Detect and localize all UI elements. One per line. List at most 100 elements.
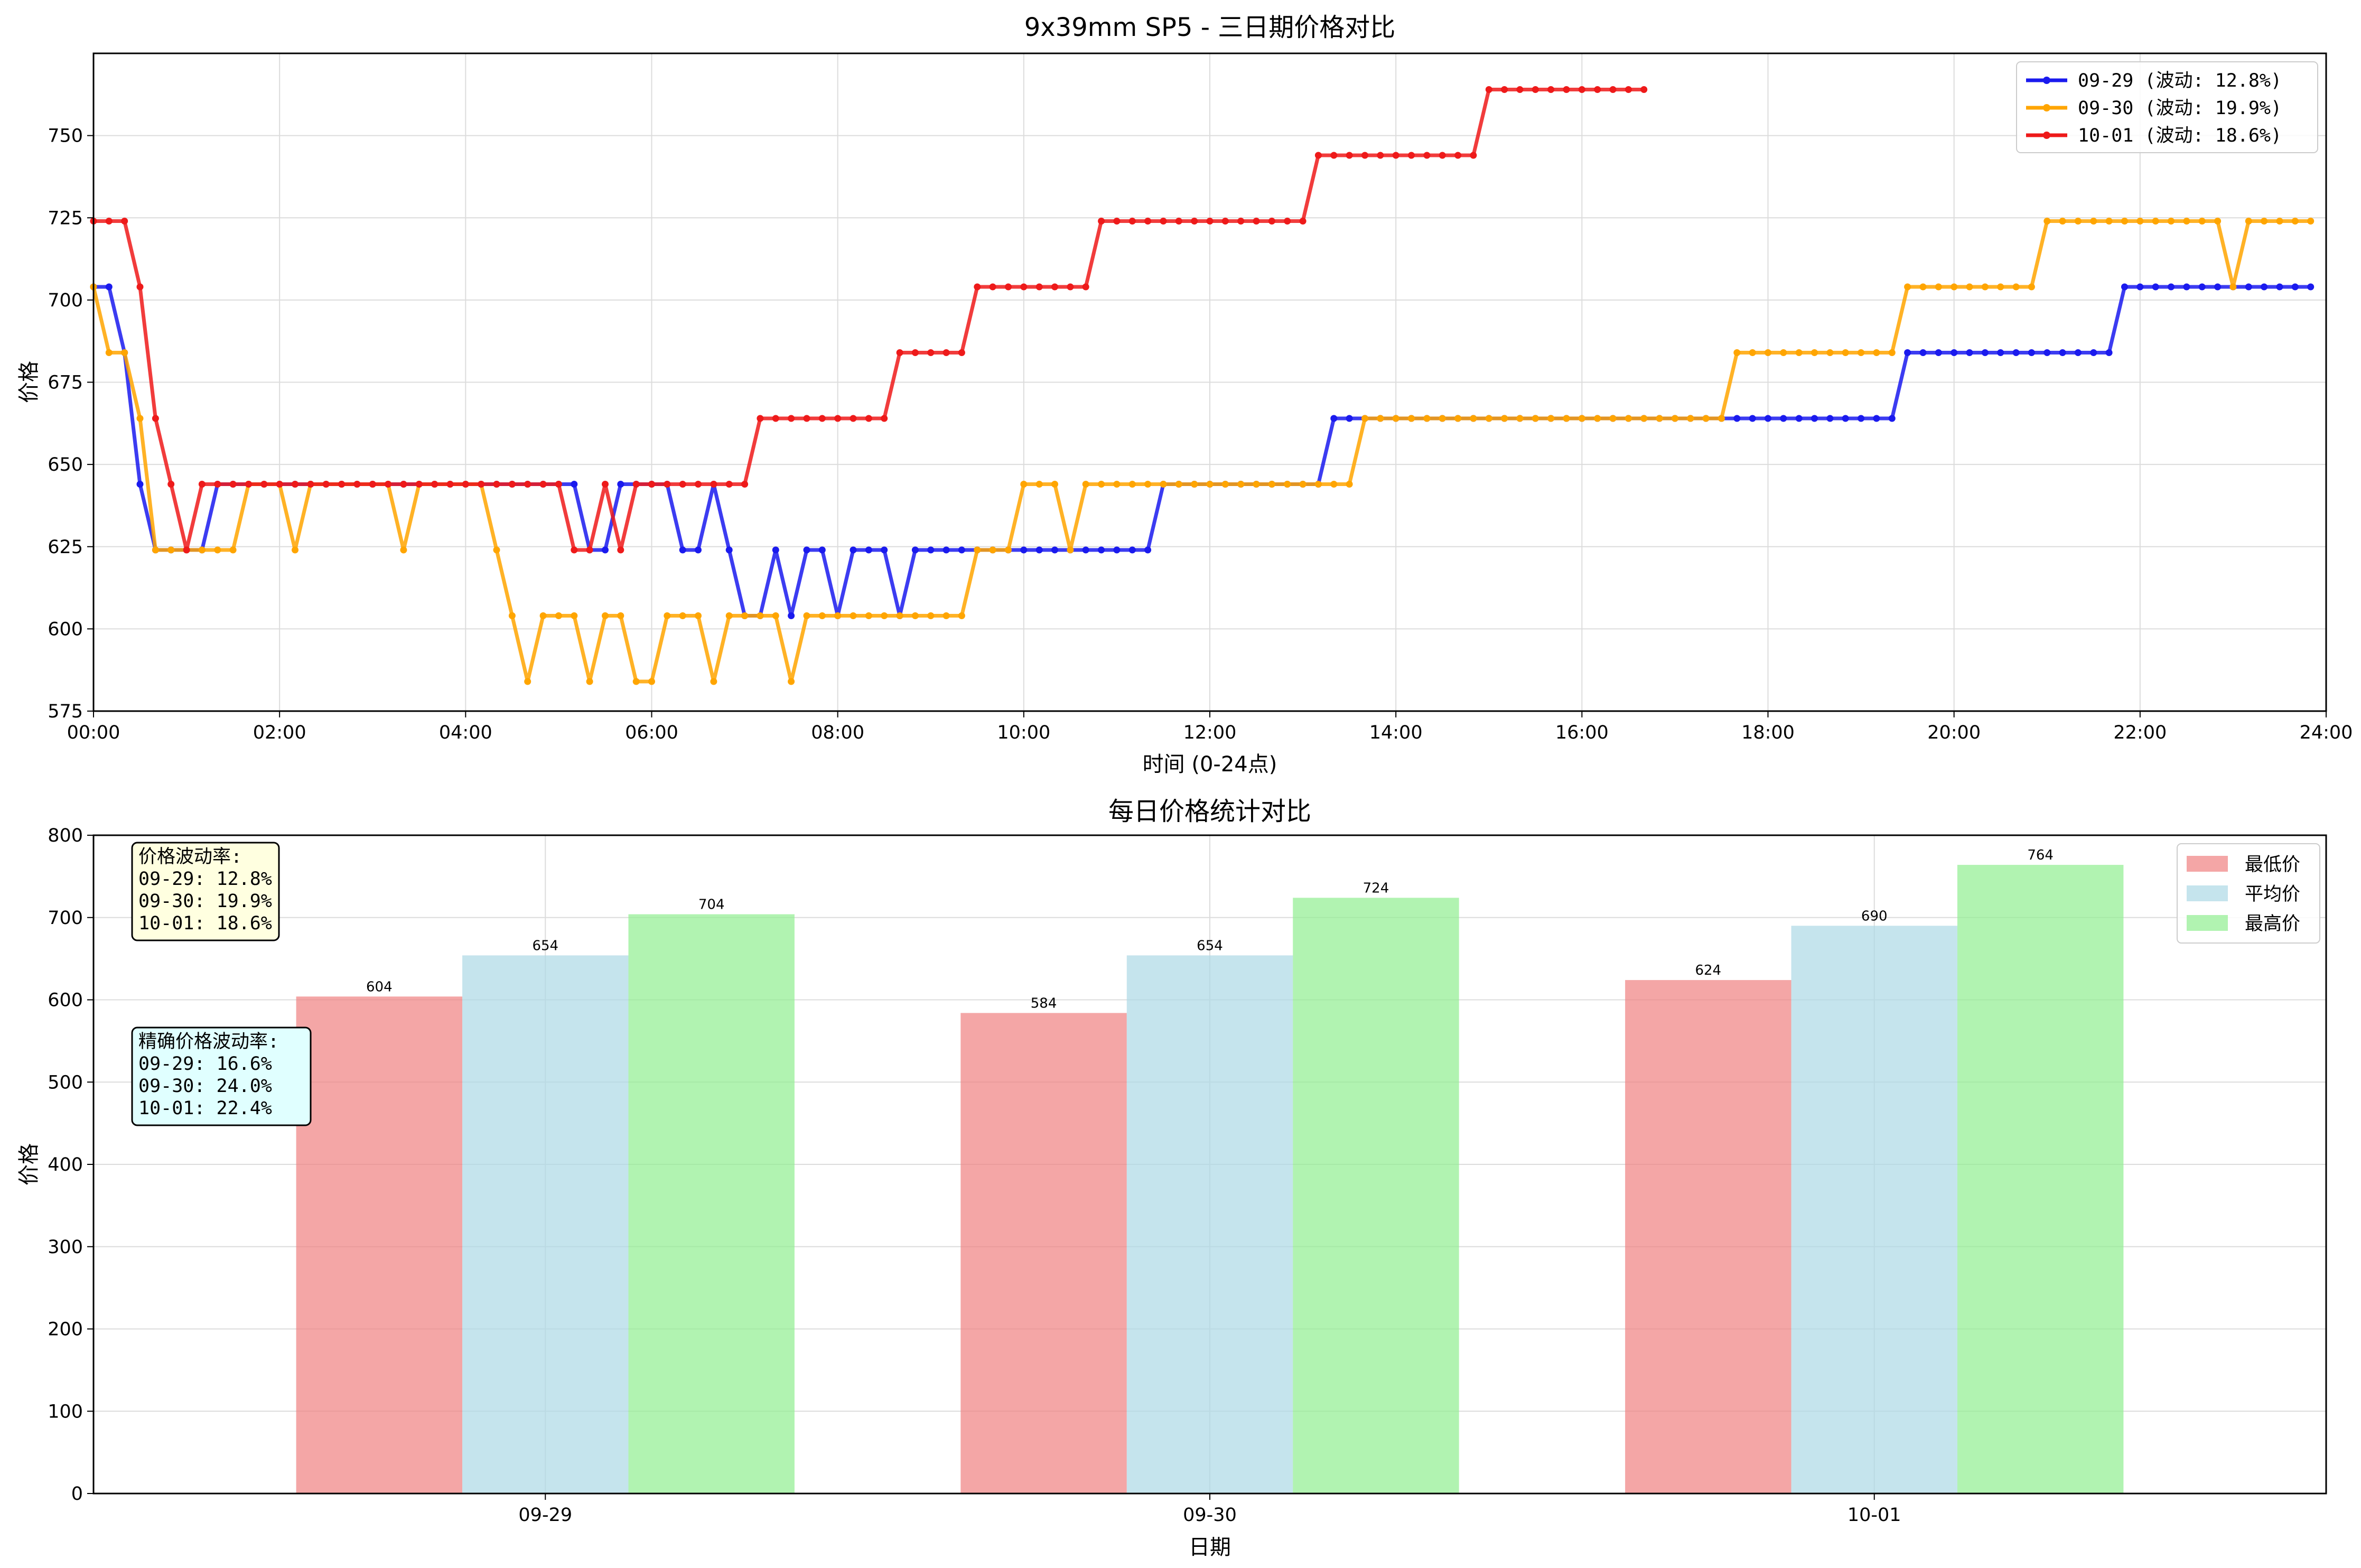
line-point	[1858, 415, 1865, 422]
line-point	[1439, 152, 1446, 159]
line-point	[2214, 218, 2222, 225]
line-chart-x-tick-label: 10:00	[997, 722, 1050, 743]
line-point	[1594, 86, 1601, 93]
line-point	[710, 678, 717, 685]
line-point	[1718, 415, 1725, 422]
line-point	[2152, 218, 2159, 225]
line-point	[803, 546, 810, 554]
bar-chart-y-tick-label: 800	[48, 825, 83, 846]
line-point	[725, 612, 733, 619]
line-chart-y-tick-label: 750	[48, 126, 83, 147]
line-chart-y-tick-label: 575	[48, 701, 83, 722]
line-point	[942, 546, 950, 554]
line-point	[1082, 546, 1089, 554]
line-point	[1904, 283, 1911, 291]
line-point	[2198, 218, 2206, 225]
line-chart-y-tick-label: 725	[48, 208, 83, 229]
line-point	[1780, 415, 1787, 422]
line-point	[1454, 152, 1462, 159]
bar-chart-y-tick-label: 600	[48, 990, 83, 1011]
legend-entry-label: 10-01 (波动: 18.6%)	[2078, 125, 2282, 146]
bar-chart-x-tick-label: 10-01	[1847, 1505, 1901, 1526]
line-point	[818, 612, 826, 619]
line-point	[1935, 283, 1942, 291]
bar-chart-y-tick-label: 400	[48, 1154, 83, 1175]
line-point	[2291, 283, 2299, 291]
line-point	[1765, 349, 1771, 356]
annotation-box-0: 价格波动率:09-29: 12.8%09-30: 19.9%10-01: 18.…	[131, 842, 280, 941]
line-point	[1035, 283, 1043, 291]
legend-swatch-bar	[2187, 856, 2228, 872]
line-series-path	[91, 219, 2311, 684]
line-chart-x-tick-label: 06:00	[625, 722, 678, 743]
line-point	[1733, 349, 1741, 356]
line-point	[865, 546, 872, 554]
line-point	[788, 612, 795, 619]
line-point	[881, 612, 888, 619]
line-point	[245, 481, 252, 488]
line-series-1	[90, 218, 2315, 685]
line-point	[121, 349, 128, 356]
line-chart-x-tick-label: 12:00	[1183, 722, 1237, 743]
bar-chart-x-ticks: 09-29 09-30 10-01	[518, 1494, 1901, 1526]
line-point	[803, 415, 810, 422]
line-point	[1795, 349, 1803, 356]
line-point	[1237, 218, 1245, 225]
line-point	[602, 481, 609, 488]
line-point	[1175, 481, 1182, 488]
line-point	[1206, 218, 1214, 225]
line-point	[632, 678, 640, 685]
line-point	[1113, 218, 1121, 225]
line-point	[2090, 349, 2097, 356]
bar-data-label: 704	[698, 897, 725, 913]
line-point	[1268, 481, 1275, 488]
line-point	[1609, 415, 1617, 422]
line-point	[695, 612, 702, 619]
line-point	[1981, 283, 1989, 291]
annotation-line: 09-30: 19.9%	[138, 891, 272, 912]
line-point	[1780, 349, 1787, 356]
line-point	[1035, 546, 1043, 554]
line-chart-x-tick-label: 18:00	[1741, 722, 1795, 743]
line-point	[524, 481, 531, 488]
line-point	[431, 481, 438, 488]
line-point	[1160, 481, 1167, 488]
line-chart-x-label: 时间 (0-24点)	[1143, 752, 1277, 777]
line-point	[1346, 415, 1353, 422]
legend-swatch-bar	[2187, 915, 2228, 931]
bar-chart-title: 每日价格统计对比	[1108, 797, 1311, 826]
line-point	[1501, 86, 1508, 93]
line-point	[865, 612, 872, 619]
annotation-box-frame	[131, 842, 280, 941]
line-point	[214, 546, 221, 554]
line-point	[664, 481, 671, 488]
line-point	[958, 546, 965, 554]
bar-2-0	[628, 914, 795, 1494]
line-point	[1346, 481, 1353, 488]
legend-swatch-marker	[2043, 132, 2050, 139]
line-point	[850, 415, 857, 422]
legend-entry-label: 最高价	[2245, 913, 2300, 935]
annotation-title: 价格波动率:	[138, 846, 242, 867]
bar-0-1	[960, 1013, 1127, 1494]
line-point	[648, 678, 655, 685]
line-point	[1361, 152, 1368, 159]
line-point	[602, 612, 609, 619]
line-point	[695, 546, 702, 554]
line-point	[1221, 218, 1229, 225]
line-point	[834, 415, 842, 422]
line-point	[260, 481, 268, 488]
line-point	[2168, 283, 2175, 291]
line-point	[818, 415, 826, 422]
line-point	[1858, 349, 1865, 356]
line-point	[1144, 481, 1152, 488]
line-chart-y-ticks: 575 600 625 650 675 700 725 750	[48, 126, 94, 722]
line-point	[369, 481, 376, 488]
line-point	[1547, 415, 1555, 422]
line-point	[1191, 218, 1198, 225]
line-point	[1640, 86, 1648, 93]
line-point	[1314, 481, 1322, 488]
line-chart-legend-box	[2016, 61, 2318, 153]
line-point	[1966, 283, 1973, 291]
line-point	[1439, 415, 1446, 422]
